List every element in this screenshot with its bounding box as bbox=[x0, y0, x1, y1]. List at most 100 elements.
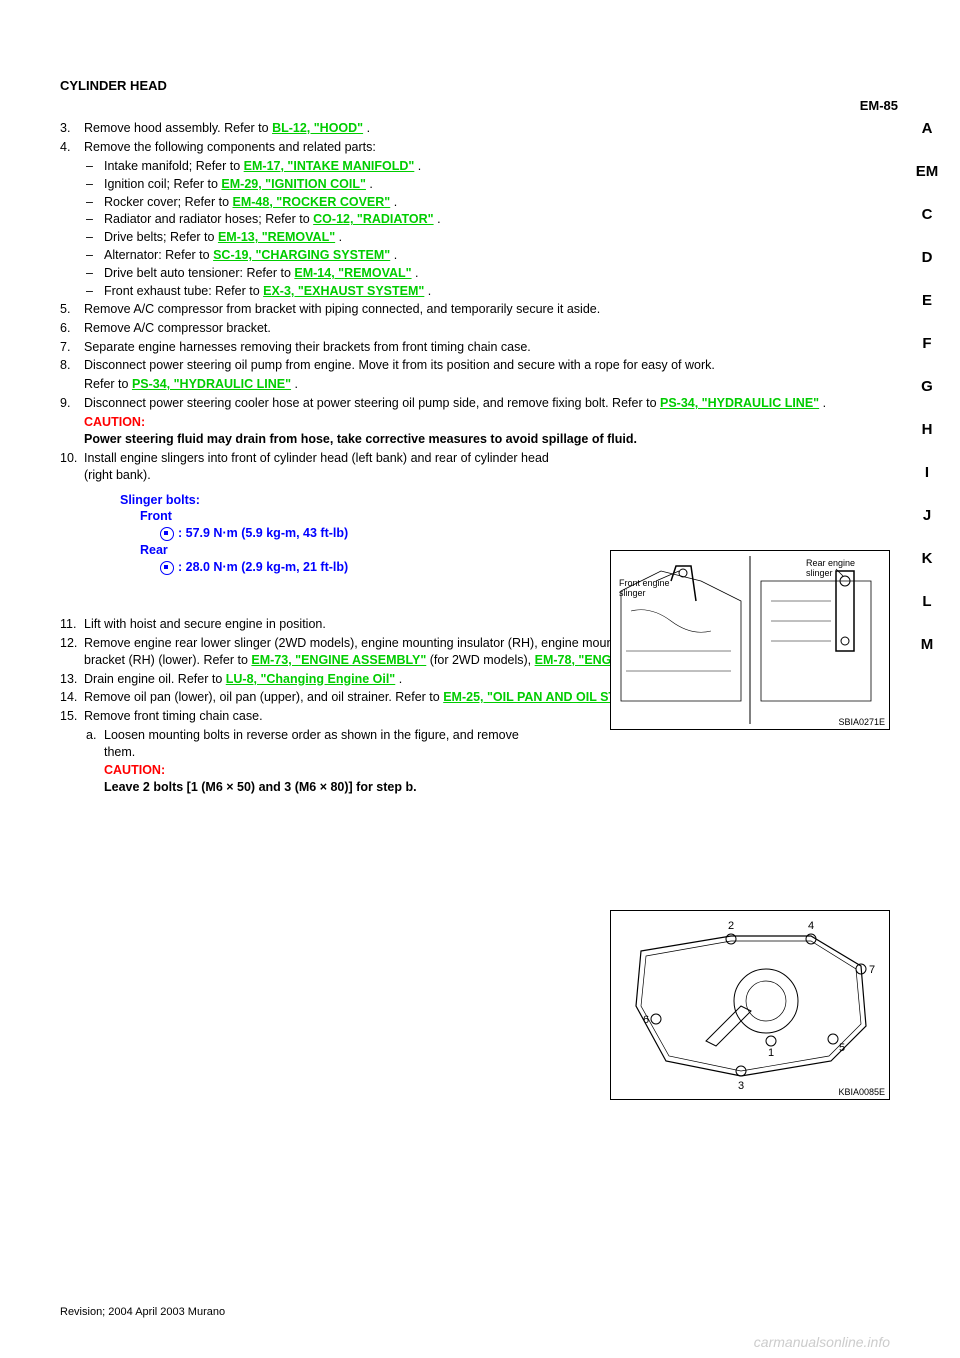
watermark: carmanualsonline.info bbox=[754, 1334, 890, 1350]
step-number: 7. bbox=[60, 339, 84, 356]
link-radiator[interactable]: CO-12, "RADIATOR" bbox=[313, 212, 433, 226]
svg-text:7: 7 bbox=[869, 964, 875, 976]
bullet: – bbox=[86, 247, 104, 264]
substep-suffix: . bbox=[414, 159, 421, 173]
link-hydraulic-line-2[interactable]: PS-34, "HYDRAULIC LINE" bbox=[660, 396, 819, 410]
substep: –Radiator and radiator hoses; Refer to C… bbox=[60, 211, 860, 228]
link-charging-system[interactable]: SC-19, "CHARGING SYSTEM" bbox=[213, 248, 390, 262]
section-title: CYLINDER HEAD bbox=[60, 78, 167, 93]
tab-i[interactable]: I bbox=[925, 464, 929, 481]
step-number: 9. bbox=[60, 395, 84, 412]
substep-suffix: . bbox=[335, 230, 342, 244]
step-number: 4. bbox=[60, 139, 84, 156]
link-removal-belts[interactable]: EM-13, "REMOVAL" bbox=[218, 230, 335, 244]
ps-ref: Refer to PS-34, "HYDRAULIC LINE" . bbox=[60, 376, 860, 393]
step-number: 14. bbox=[60, 689, 84, 706]
timing-chain-diagram: 2 4 7 5 3 6 1 bbox=[611, 911, 889, 1099]
caution-text: Power steering fluid may drain from hose… bbox=[84, 432, 637, 446]
substep-text: Loosen mounting bolts in reverse order a… bbox=[104, 728, 519, 759]
step-5: 5.Remove A/C compressor from bracket wit… bbox=[60, 301, 860, 318]
link-hydraulic-line-1[interactable]: PS-34, "HYDRAULIC LINE" bbox=[132, 377, 291, 391]
step-text: Remove oil pan (lower), oil pan (upper),… bbox=[84, 690, 443, 704]
step-suffix: . bbox=[363, 121, 370, 135]
link-removal-tensioner[interactable]: EM-14, "REMOVAL" bbox=[294, 266, 411, 280]
torque-icon bbox=[160, 527, 174, 541]
substep: –Ignition coil; Refer to EM-29, "IGNITIO… bbox=[60, 176, 860, 193]
link-changing-engine-oil[interactable]: LU-8, "Changing Engine Oil" bbox=[226, 672, 396, 686]
caution-text: Leave 2 bolts [1 (M6 × 50) and 3 (M6 × 8… bbox=[104, 780, 417, 794]
page-container: CYLINDER HEAD EM-85 A EM C D E F G H I J… bbox=[0, 0, 960, 1358]
step-9: 9.Disconnect power steering cooler hose … bbox=[60, 395, 860, 412]
step-text: Disconnect power steering oil pump from … bbox=[84, 358, 715, 372]
substep-suffix: . bbox=[424, 284, 431, 298]
step-suffix: . bbox=[819, 396, 826, 410]
tab-f[interactable]: F bbox=[922, 335, 931, 352]
step-text: Disconnect power steering cooler hose at… bbox=[84, 396, 660, 410]
tab-g[interactable]: G bbox=[921, 378, 933, 395]
bullet: – bbox=[86, 194, 104, 211]
link-exhaust-system[interactable]: EX-3, "EXHAUST SYSTEM" bbox=[263, 284, 424, 298]
substep-text: Drive belt auto tensioner: Refer to bbox=[104, 266, 294, 280]
svg-text:5: 5 bbox=[839, 1042, 845, 1054]
step-4: 4.Remove the following components and re… bbox=[60, 139, 860, 156]
step-number: 8. bbox=[60, 357, 84, 374]
step-number: 15. bbox=[60, 708, 84, 725]
step-number: 12. bbox=[60, 635, 84, 652]
tab-m[interactable]: M bbox=[921, 636, 934, 653]
link-ignition-coil[interactable]: EM-29, "IGNITION COIL" bbox=[221, 177, 366, 191]
torque-icon bbox=[160, 561, 174, 575]
bullet: – bbox=[86, 283, 104, 300]
figure-timing-chain-case: 2 4 7 5 3 6 1 KBIA0085E bbox=[610, 910, 890, 1100]
tab-d[interactable]: D bbox=[922, 249, 933, 266]
svg-text:6: 6 bbox=[643, 1014, 649, 1026]
substep-text: Radiator and radiator hoses; Refer to bbox=[104, 212, 313, 226]
step-text: Remove hood assembly. Refer to bbox=[84, 121, 272, 135]
substep: –Drive belts; Refer to EM-13, "REMOVAL" … bbox=[60, 229, 860, 246]
substep-text: Front exhaust tube: Refer to bbox=[104, 284, 263, 298]
step-number: 3. bbox=[60, 120, 84, 137]
tab-em[interactable]: EM bbox=[916, 163, 939, 180]
substep: –Front exhaust tube: Refer to EX-3, "EXH… bbox=[60, 283, 860, 300]
step-number: 10. bbox=[60, 450, 84, 467]
step-text: Remove A/C compressor from bracket with … bbox=[84, 302, 600, 316]
substep: –Alternator: Refer to SC-19, "CHARGING S… bbox=[60, 247, 860, 264]
svg-text:4: 4 bbox=[808, 920, 814, 932]
tab-j[interactable]: J bbox=[923, 507, 931, 524]
svg-text:1: 1 bbox=[768, 1047, 774, 1059]
tab-e[interactable]: E bbox=[922, 292, 932, 309]
step-text: Remove front timing chain case. bbox=[84, 709, 263, 723]
bullet: – bbox=[86, 158, 104, 175]
tab-k[interactable]: K bbox=[922, 550, 933, 567]
tab-h[interactable]: H bbox=[922, 421, 933, 438]
caution-ps: CAUTION: Power steering fluid may drain … bbox=[60, 414, 860, 448]
step-7: 7.Separate engine harnesses removing the… bbox=[60, 339, 860, 356]
substep-text: Rocker cover; Refer to bbox=[104, 195, 233, 209]
caution-label: CAUTION: bbox=[104, 763, 165, 777]
substep: –Drive belt auto tensioner: Refer to EM-… bbox=[60, 265, 860, 282]
step-6: 6.Remove A/C compressor bracket. bbox=[60, 320, 860, 337]
link-intake-manifold[interactable]: EM-17, "INTAKE MANIFOLD" bbox=[244, 159, 415, 173]
step-text: Lift with hoist and secure engine in pos… bbox=[84, 617, 326, 631]
svg-text:slinger: slinger bbox=[806, 568, 833, 578]
figure-code: SBIA0271E bbox=[838, 717, 885, 727]
step-number: 6. bbox=[60, 320, 84, 337]
section-tabs: A EM C D E F G H I J K L M bbox=[912, 120, 942, 653]
tab-c[interactable]: C bbox=[922, 206, 933, 223]
bullet: – bbox=[86, 229, 104, 246]
bullet: – bbox=[86, 211, 104, 228]
tab-a[interactable]: A bbox=[922, 120, 933, 137]
caution-label: CAUTION: bbox=[84, 415, 145, 429]
engine-slinger-diagram: Front engine slinger Rear engine slinger bbox=[611, 551, 889, 729]
step-text: Remove A/C compressor bracket. bbox=[84, 321, 271, 335]
link-rocker-cover[interactable]: EM-48, "ROCKER COVER" bbox=[233, 195, 391, 209]
substep-text: Drive belts; Refer to bbox=[104, 230, 218, 244]
substep-suffix: . bbox=[412, 266, 419, 280]
substep-suffix: . bbox=[390, 248, 397, 262]
figure-code: KBIA0085E bbox=[838, 1087, 885, 1097]
link-engine-assembly-1[interactable]: EM-73, "ENGINE ASSEMBLY" bbox=[251, 653, 426, 667]
tab-l[interactable]: L bbox=[922, 593, 931, 610]
link-hood[interactable]: BL-12, "HOOD" bbox=[272, 121, 363, 135]
torque-front-label: Front bbox=[60, 508, 860, 525]
substep-letter: a. bbox=[86, 727, 104, 744]
ps-ref-prefix: Refer to bbox=[84, 377, 132, 391]
